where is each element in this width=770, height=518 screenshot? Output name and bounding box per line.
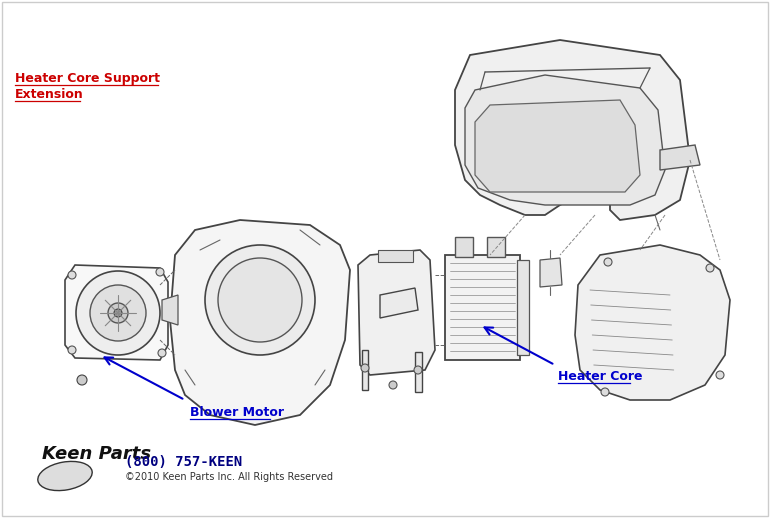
Circle shape bbox=[389, 381, 397, 389]
Bar bbox=[455, 237, 473, 257]
Bar bbox=[445, 255, 520, 360]
Circle shape bbox=[68, 346, 76, 354]
Polygon shape bbox=[170, 220, 350, 425]
Polygon shape bbox=[358, 250, 435, 375]
Polygon shape bbox=[540, 258, 562, 287]
Polygon shape bbox=[380, 288, 418, 318]
Bar bbox=[487, 237, 505, 257]
Text: Heater Core Support: Heater Core Support bbox=[15, 72, 160, 85]
Circle shape bbox=[205, 245, 315, 355]
Circle shape bbox=[90, 285, 146, 341]
Circle shape bbox=[68, 271, 76, 279]
Text: ©2010 Keen Parts Inc. All Rights Reserved: ©2010 Keen Parts Inc. All Rights Reserve… bbox=[125, 472, 333, 482]
Circle shape bbox=[114, 309, 122, 317]
Text: Keen Parts: Keen Parts bbox=[42, 445, 151, 463]
Polygon shape bbox=[455, 40, 690, 220]
Polygon shape bbox=[65, 265, 168, 360]
Circle shape bbox=[76, 271, 160, 355]
Ellipse shape bbox=[38, 462, 92, 491]
Circle shape bbox=[706, 264, 714, 272]
Polygon shape bbox=[660, 145, 700, 170]
Circle shape bbox=[108, 303, 128, 323]
Circle shape bbox=[77, 375, 87, 385]
Polygon shape bbox=[415, 352, 422, 392]
Circle shape bbox=[158, 349, 166, 357]
Circle shape bbox=[716, 371, 724, 379]
Circle shape bbox=[218, 258, 302, 342]
Polygon shape bbox=[465, 75, 665, 205]
Text: Extension: Extension bbox=[15, 88, 84, 101]
Circle shape bbox=[156, 268, 164, 276]
Circle shape bbox=[601, 388, 609, 396]
Polygon shape bbox=[575, 245, 730, 400]
Polygon shape bbox=[475, 100, 640, 192]
Polygon shape bbox=[162, 295, 178, 325]
Text: Heater Core: Heater Core bbox=[558, 370, 642, 383]
Bar bbox=[378, 250, 413, 262]
Bar bbox=[517, 260, 529, 355]
Circle shape bbox=[414, 366, 422, 374]
Circle shape bbox=[604, 258, 612, 266]
Circle shape bbox=[361, 364, 369, 372]
Text: (800) 757-KEEN: (800) 757-KEEN bbox=[125, 455, 243, 469]
Polygon shape bbox=[362, 350, 368, 390]
Text: Blower Motor: Blower Motor bbox=[190, 406, 284, 419]
